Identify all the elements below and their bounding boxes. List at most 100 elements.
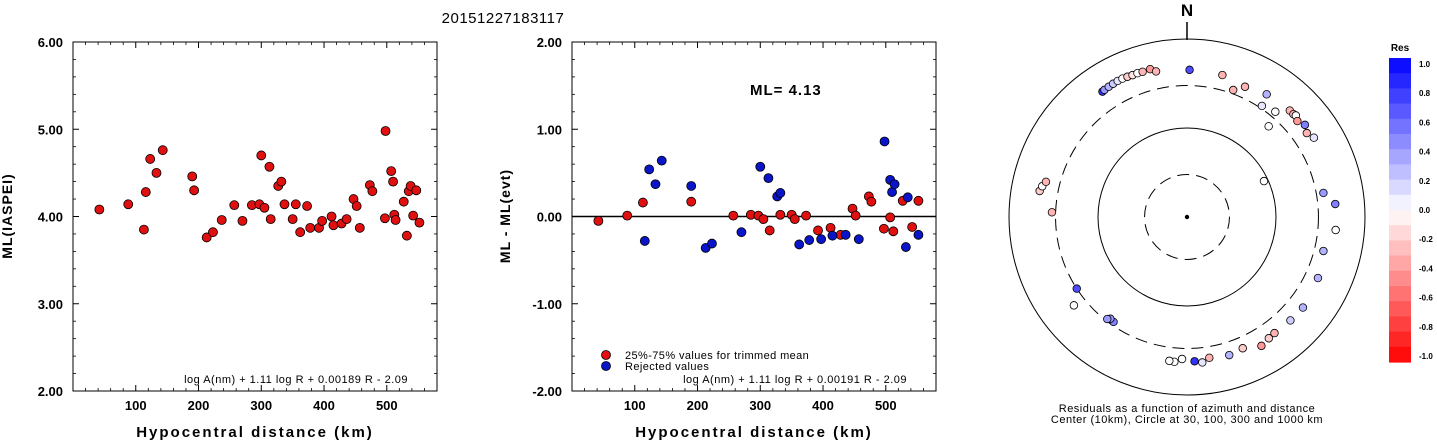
station-point (1331, 199, 1340, 209)
colorbar-swatch (1389, 301, 1411, 317)
legend-label-trimmed: 25%-75% values for trimmed mean (625, 350, 809, 362)
station-point (1300, 120, 1310, 130)
station-point (1238, 344, 1247, 353)
data-point (139, 224, 149, 235)
data-point (265, 214, 276, 225)
data-point (775, 188, 786, 198)
data-point (593, 215, 604, 226)
azimuth-caption-1: Residuals as a function of azimuth and d… (1059, 403, 1315, 415)
panel-residual-axes: 100 200 300 400 500 -2.00 -1.00 0.00 1.00 2.00 (532, 35, 936, 413)
station-point (1069, 301, 1079, 310)
station-point (1264, 122, 1273, 131)
data-point (879, 223, 889, 234)
colorbar-swatches (1389, 58, 1411, 363)
data-point (388, 176, 398, 187)
colorbar-swatch (1389, 346, 1411, 363)
colorbar-swatch (1389, 58, 1411, 74)
station-point (1185, 65, 1194, 75)
y-tick-label: 6.00 (38, 35, 63, 50)
data-point (351, 201, 362, 211)
station-point (1240, 82, 1250, 91)
station-point (1190, 357, 1199, 366)
colorbar-tick-label: 0.4 (1419, 148, 1431, 157)
data-point (187, 171, 198, 182)
data-point (907, 222, 918, 232)
station-point (1041, 177, 1051, 187)
station-point (1072, 284, 1081, 293)
colorbar-swatch (1389, 286, 1411, 302)
colorbar-swatch (1389, 225, 1411, 241)
data-point (736, 227, 747, 238)
station-point (1331, 225, 1340, 235)
x-tick-label: 300 (749, 398, 771, 413)
legend-label-rejected: Rejected values (625, 361, 709, 373)
y-tick-label: 4.00 (38, 210, 63, 225)
colorbar-swatch (1389, 270, 1411, 287)
station-point (1103, 314, 1112, 324)
panel-residual-formula: log A(nm) + 1.11 log R + 0.00191 R - 2.0… (683, 374, 907, 386)
colorbar-tick-label: -0.8 (1419, 323, 1433, 332)
station-point (1264, 334, 1273, 343)
data-point (879, 136, 890, 147)
x-tick-label: 500 (875, 398, 897, 413)
data-point (755, 161, 766, 172)
data-point (354, 222, 365, 233)
colorbar-ticks: 1.0 0.8 0.6 0.4 0.2 0.0 -0.2 -0.4 -0.6 -0.8 -1.0 (1419, 60, 1433, 361)
station-point (1225, 350, 1234, 360)
data-point (408, 210, 419, 221)
colorbar-tick-label: -0.6 (1419, 294, 1433, 303)
data-point (900, 242, 911, 252)
data-point (398, 196, 409, 207)
data-point (411, 185, 422, 196)
data-point (317, 215, 328, 226)
x-tick-label: 300 (250, 398, 272, 413)
x-tick-label: 200 (687, 398, 709, 413)
data-point (140, 187, 151, 197)
panel-residual: 100 200 300 400 500 -2.00 -1.00 0.00 1.00 2.00 ML… (497, 35, 937, 441)
ml-annotation: ML= 4.13 (750, 82, 822, 99)
x-tick-label: 100 (125, 398, 147, 413)
data-point (804, 235, 815, 245)
data-point (639, 236, 650, 246)
panel-magnitude-ylabel: ML(IASPEI) (0, 173, 15, 258)
colorbar-tick-label: 1.0 (1419, 60, 1431, 69)
data-point (644, 164, 655, 175)
data-point (264, 161, 275, 172)
station-point (1047, 208, 1057, 217)
colorbar-tick-label: -0.2 (1419, 235, 1433, 244)
colorbar-tick-label: 0.6 (1419, 118, 1431, 127)
data-point (913, 195, 924, 206)
panel-residual-points (593, 136, 924, 253)
data-point (866, 196, 877, 207)
colorbar-swatch (1389, 255, 1411, 272)
data-point (840, 229, 851, 240)
data-point (276, 176, 287, 187)
station-point (1138, 67, 1147, 77)
data-point (145, 154, 156, 164)
colorbar-swatch (1389, 164, 1411, 181)
data-point (827, 230, 838, 241)
legend-marker-trimmed (601, 350, 611, 360)
y-tick-label: -2.00 (532, 384, 562, 399)
colorbar-tick-label: -0.4 (1419, 264, 1433, 273)
station-point (1319, 246, 1328, 256)
data-point (789, 214, 800, 225)
station-point (1270, 328, 1279, 338)
data-point (650, 179, 661, 190)
panel-magnitude-formula: log A(nm) + 1.11 log R + 0.00189 R - 2.0… (184, 374, 408, 386)
data-point (208, 227, 218, 238)
data-point (728, 210, 739, 221)
colorbar-swatch (1389, 179, 1411, 196)
panel-magnitude-axes: 100 200 300 400 500 2.00 3.00 4.00 5.00 6.00 (38, 35, 437, 413)
station-point (1257, 341, 1266, 351)
data-point (328, 220, 339, 231)
panel-magnitude: 100 200 300 400 500 2.00 3.00 4.00 5.00 6.00 ML(I… (0, 35, 438, 441)
x-tick-label: 400 (812, 398, 834, 413)
data-point (763, 173, 774, 184)
station-point (1286, 316, 1295, 325)
data-point (775, 209, 786, 220)
data-point (302, 201, 312, 211)
data-point (287, 214, 298, 225)
y-tick-label: 1.00 (537, 122, 562, 137)
data-point (386, 166, 397, 177)
